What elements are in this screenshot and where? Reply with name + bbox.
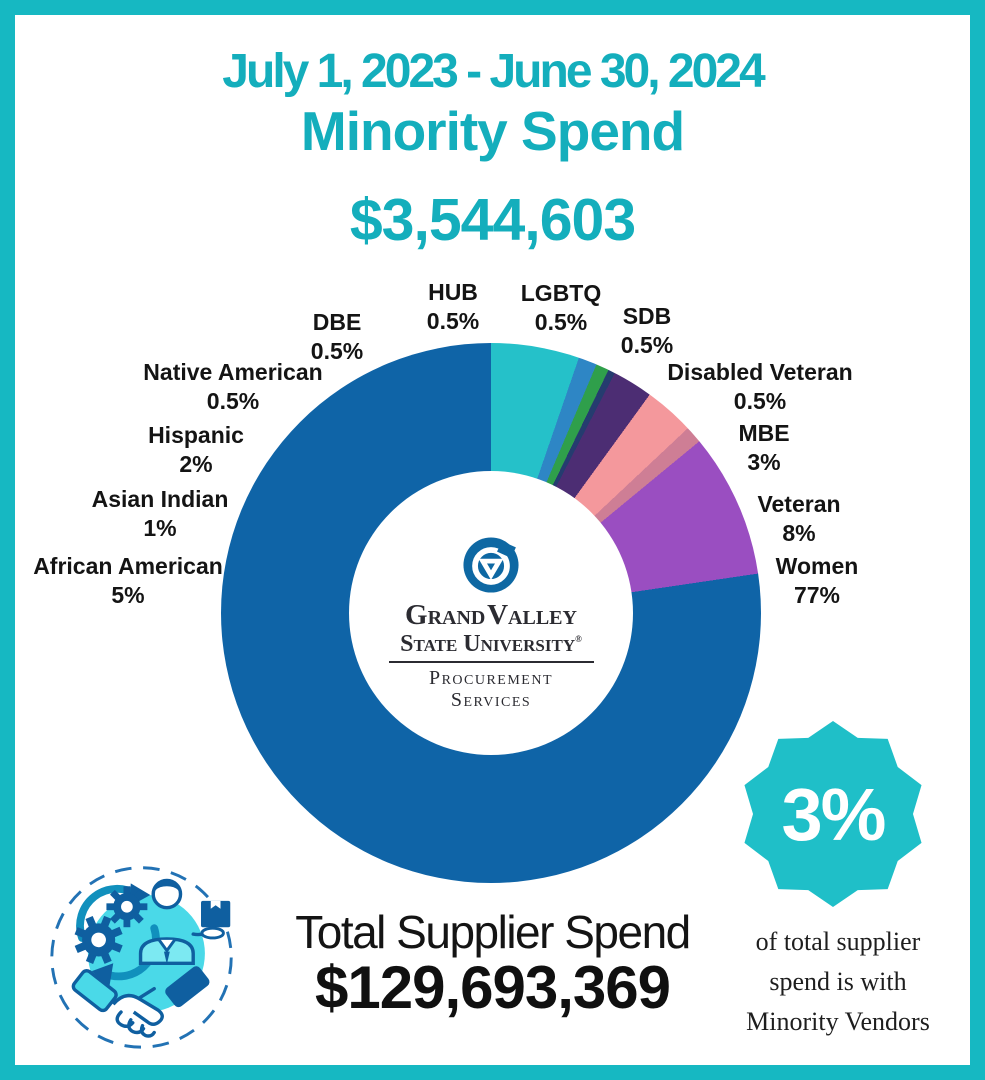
gvsu-logo-mark-icon (463, 537, 519, 593)
chart-label-value: 0.5% (534, 309, 588, 335)
chart-label: SDB 0.5% (621, 302, 673, 360)
chart-label-name: DBE (312, 309, 362, 335)
handshake-icon (71, 966, 210, 1038)
badge-caption-line3: Minority Vendors (746, 1007, 930, 1036)
chart-label: Hispanic 2% (148, 421, 244, 479)
chart-label: DBE 0.5% (311, 308, 363, 366)
chart-label: LGBTQ 0.5% (521, 279, 602, 337)
procurement-supplier-icon (50, 866, 233, 1049)
supplier-person-icon (138, 878, 231, 966)
chart-label-value: 0.5% (733, 388, 787, 414)
chart-label-name: LGBTQ (520, 280, 602, 306)
badge-value: 3% (781, 772, 887, 856)
chart-label: African American 5% (33, 552, 223, 610)
badge-caption-line2: spend is with (769, 967, 907, 996)
percent-seal-badge: 3% (744, 721, 922, 907)
chart-label-value: 1% (143, 515, 177, 541)
badge-caption-line1: of total supplier (755, 927, 921, 956)
chart-label: Disabled Veteran 0.5% (667, 358, 852, 416)
chart-label-name: HUB (428, 279, 478, 305)
chart-label-value: 5% (111, 582, 145, 608)
donut-chart: Grand Valley State University® Procureme… (221, 343, 761, 883)
chart-label: Asian Indian 1% (92, 485, 229, 543)
chart-label-name: SDB (622, 303, 672, 329)
registered-mark: ® (575, 634, 582, 644)
chart-label-name: Hispanic (148, 422, 244, 448)
chart-label-value: 3% (747, 449, 781, 475)
gear-icon (106, 886, 148, 928)
chart-label-name: African American (33, 553, 223, 579)
chart-label-name: Native American (143, 359, 323, 385)
gear-icon (74, 915, 123, 964)
gvsu-logo: Grand Valley State University® Procureme… (388, 536, 594, 711)
chart-label-value: 2% (179, 451, 213, 477)
date-range: July 1, 2023 - June 30, 2024 (222, 45, 765, 98)
donut-hole: Grand Valley State University® Procureme… (349, 471, 633, 755)
chart-label: HUB 0.5% (427, 278, 479, 336)
page-title: Minority Spend (300, 100, 685, 162)
badge-caption: of total supplier spend is with Minority… (718, 922, 958, 1042)
chart-label-name: Asian Indian (91, 486, 229, 512)
chart-label-value: 0.5% (206, 388, 260, 414)
chart-label-value: 0.5% (620, 332, 674, 358)
chart-label-name: MBE (738, 420, 790, 446)
total-supplier-spend-label: Total Supplier Spend (295, 906, 691, 958)
chart-label-value: 8% (782, 520, 816, 546)
chart-label-name: Disabled Veteran (667, 359, 853, 385)
gvsu-logo-divider (388, 661, 594, 663)
chart-label-value: 77% (793, 582, 841, 608)
chart-label: MBE 3% (738, 419, 789, 477)
gvsu-logo-line2: State University® (400, 631, 582, 657)
gvsu-logo-line3: Procurement (428, 667, 554, 689)
chart-label-name: Women (775, 553, 859, 579)
chart-label: Women 77% (776, 552, 859, 610)
chart-label-value: 0.5% (426, 308, 480, 334)
gvsu-logo-line1: Grand Valley (405, 599, 577, 631)
chart-label-name: Veteran (757, 491, 841, 517)
gvsu-logo-line4: Services (450, 689, 532, 711)
chart-label: Native American 0.5% (143, 358, 322, 416)
total-supplier-spend-amount: $129,693,369 (314, 954, 671, 1021)
chart-label-value: 0.5% (310, 338, 364, 364)
minority-spend-amount: $3,544,603 (349, 187, 636, 253)
chart-label: Veteran 8% (757, 490, 840, 548)
